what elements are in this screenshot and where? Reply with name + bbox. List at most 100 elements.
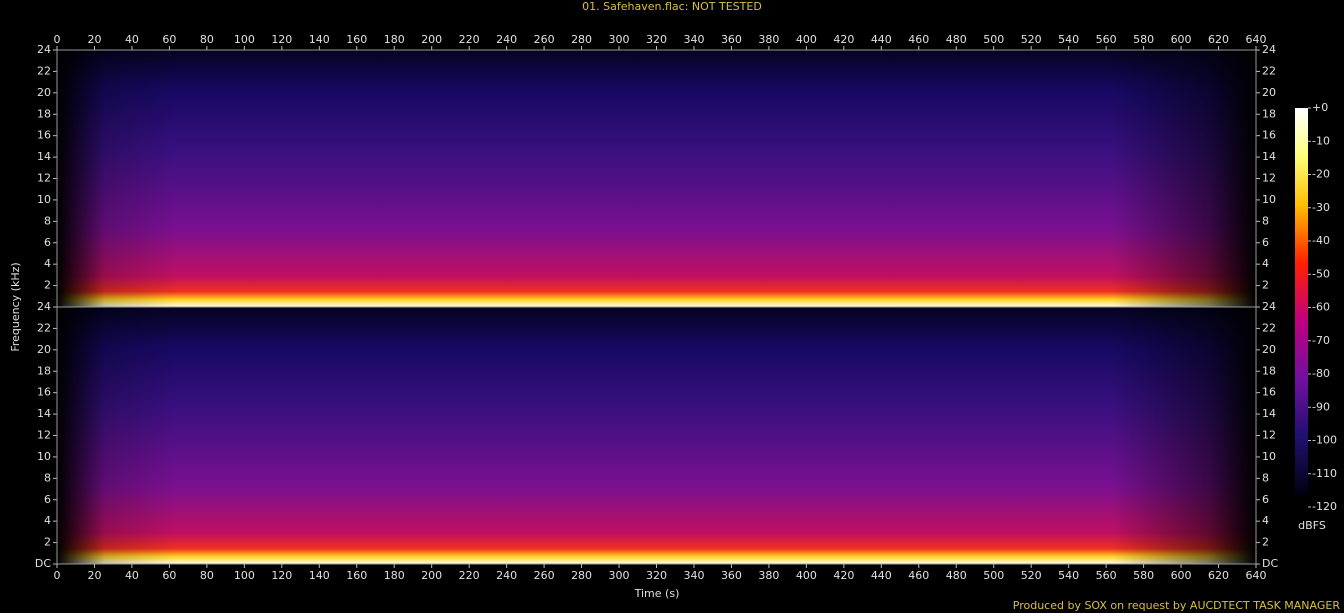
y-tick-label: 12 [37,172,51,185]
y-tick-label: 2 [44,279,51,292]
colorbar-tick-label: -70 [1312,334,1330,347]
y-tick-label: 20 [1262,86,1276,99]
x-tick-label: 580 [1133,569,1154,582]
colorbar-tick-label: -120 [1312,500,1337,513]
y-tick-label: 2 [1262,536,1269,549]
x-tick-label: 220 [459,33,480,46]
x-tick-label: 320 [646,33,667,46]
y-tick-label: 18 [1262,364,1276,377]
y-tick-label: 12 [37,429,51,442]
edge-fade [57,307,1256,564]
x-tick-label: 280 [571,569,592,582]
y-tick-label: 2 [1262,279,1269,292]
y-tick-label: 22 [1262,321,1276,334]
x-tick-label: 420 [833,33,854,46]
colorbar-tick-label: -110 [1312,467,1337,480]
y-tick-label: 14 [37,407,51,420]
x-tick-label: 600 [1171,569,1192,582]
y-tick-label: 6 [1262,493,1269,506]
colorbar-tick-label: +0 [1312,101,1328,114]
colorbar [1295,108,1308,495]
x-tick-label: 340 [683,33,704,46]
chart-title: 01. Safehaven.flac: NOT TESTED [582,0,762,13]
x-tick-label: 240 [496,33,517,46]
y-tick-label: 8 [1262,471,1269,484]
y-tick-label: 4 [1262,514,1269,527]
x-tick-label: 340 [683,569,704,582]
x-tick-label: 40 [125,569,139,582]
x-tick-label: 60 [162,569,176,582]
y-tick-label: 20 [37,343,51,356]
y-tick-label: 22 [37,64,51,77]
x-tick-label: 440 [871,33,892,46]
colorbar-tick-label: -50 [1312,267,1330,280]
x-tick-label: 400 [796,569,817,582]
y-tick-label: 24 [1262,300,1276,313]
x-tick-label: 580 [1133,33,1154,46]
y-tick-label: 10 [37,193,51,206]
y-tick-label: 18 [37,364,51,377]
x-tick-label: 380 [758,33,779,46]
y-tick-label: DC [1262,557,1278,570]
y-tick-label: 8 [1262,214,1269,227]
y-tick-label: 24 [37,43,51,56]
y-tick-label: 4 [1262,257,1269,270]
y-tick-label: 6 [44,236,51,249]
y-tick-label: 6 [44,493,51,506]
x-tick-label: 300 [609,33,630,46]
x-tick-label: 120 [271,33,292,46]
x-tick-label: 540 [1058,33,1079,46]
x-tick-label: 360 [721,569,742,582]
colorbar-tick-label: -30 [1312,201,1330,214]
y-tick-label: 18 [1262,107,1276,120]
x-tick-label: 460 [908,33,929,46]
x-tick-label: 0 [54,569,61,582]
x-tick-label: 620 [1208,33,1229,46]
y-tick-label: 18 [37,107,51,120]
x-tick-label: 640 [1246,33,1267,46]
x-tick-label: 380 [758,569,779,582]
colorbar-tick-label: -80 [1312,367,1330,380]
y-tick-label: 4 [44,257,51,270]
x-tick-label: 320 [646,569,667,582]
y-tick-label: 10 [37,450,51,463]
x-tick-label: 100 [234,33,255,46]
x-tick-label: 40 [125,33,139,46]
x-tick-label: 160 [346,33,367,46]
y-tick-label: 22 [1262,64,1276,77]
y-tick-label: 16 [1262,129,1276,142]
x-tick-label: 240 [496,569,517,582]
y-tick-label: 16 [37,386,51,399]
y-tick-label: 24 [37,300,51,313]
x-tick-label: 520 [1021,569,1042,582]
x-tick-label: 600 [1171,33,1192,46]
x-tick-label: 220 [459,569,480,582]
y-tick-label: 8 [44,471,51,484]
y-tick-label: 20 [1262,343,1276,356]
y-tick-label: DC [35,557,51,570]
x-tick-label: 560 [1096,33,1117,46]
x-tick-label: 300 [609,569,630,582]
y-axis-label: Frequency (kHz) [9,262,22,351]
x-tick-label: 160 [346,569,367,582]
colorbar-tick-label: -90 [1312,400,1330,413]
x-tick-label: 140 [309,569,330,582]
x-tick-label: 500 [983,33,1004,46]
y-tick-label: 14 [1262,150,1276,163]
x-tick-label: 200 [421,569,442,582]
y-tick-label: 24 [1262,43,1276,56]
colorbar-label: dBFS [1298,519,1326,532]
x-tick-label: 280 [571,33,592,46]
y-tick-label: 10 [1262,450,1276,463]
x-tick-label: 0 [54,33,61,46]
edge-fade [57,50,1256,307]
x-tick-label: 400 [796,33,817,46]
y-tick-label: 20 [37,86,51,99]
x-tick-label: 260 [534,33,555,46]
y-tick-label: 6 [1262,236,1269,249]
x-tick-label: 420 [833,569,854,582]
x-tick-label: 440 [871,569,892,582]
x-tick-label: 140 [309,33,330,46]
y-tick-label: 8 [44,214,51,227]
